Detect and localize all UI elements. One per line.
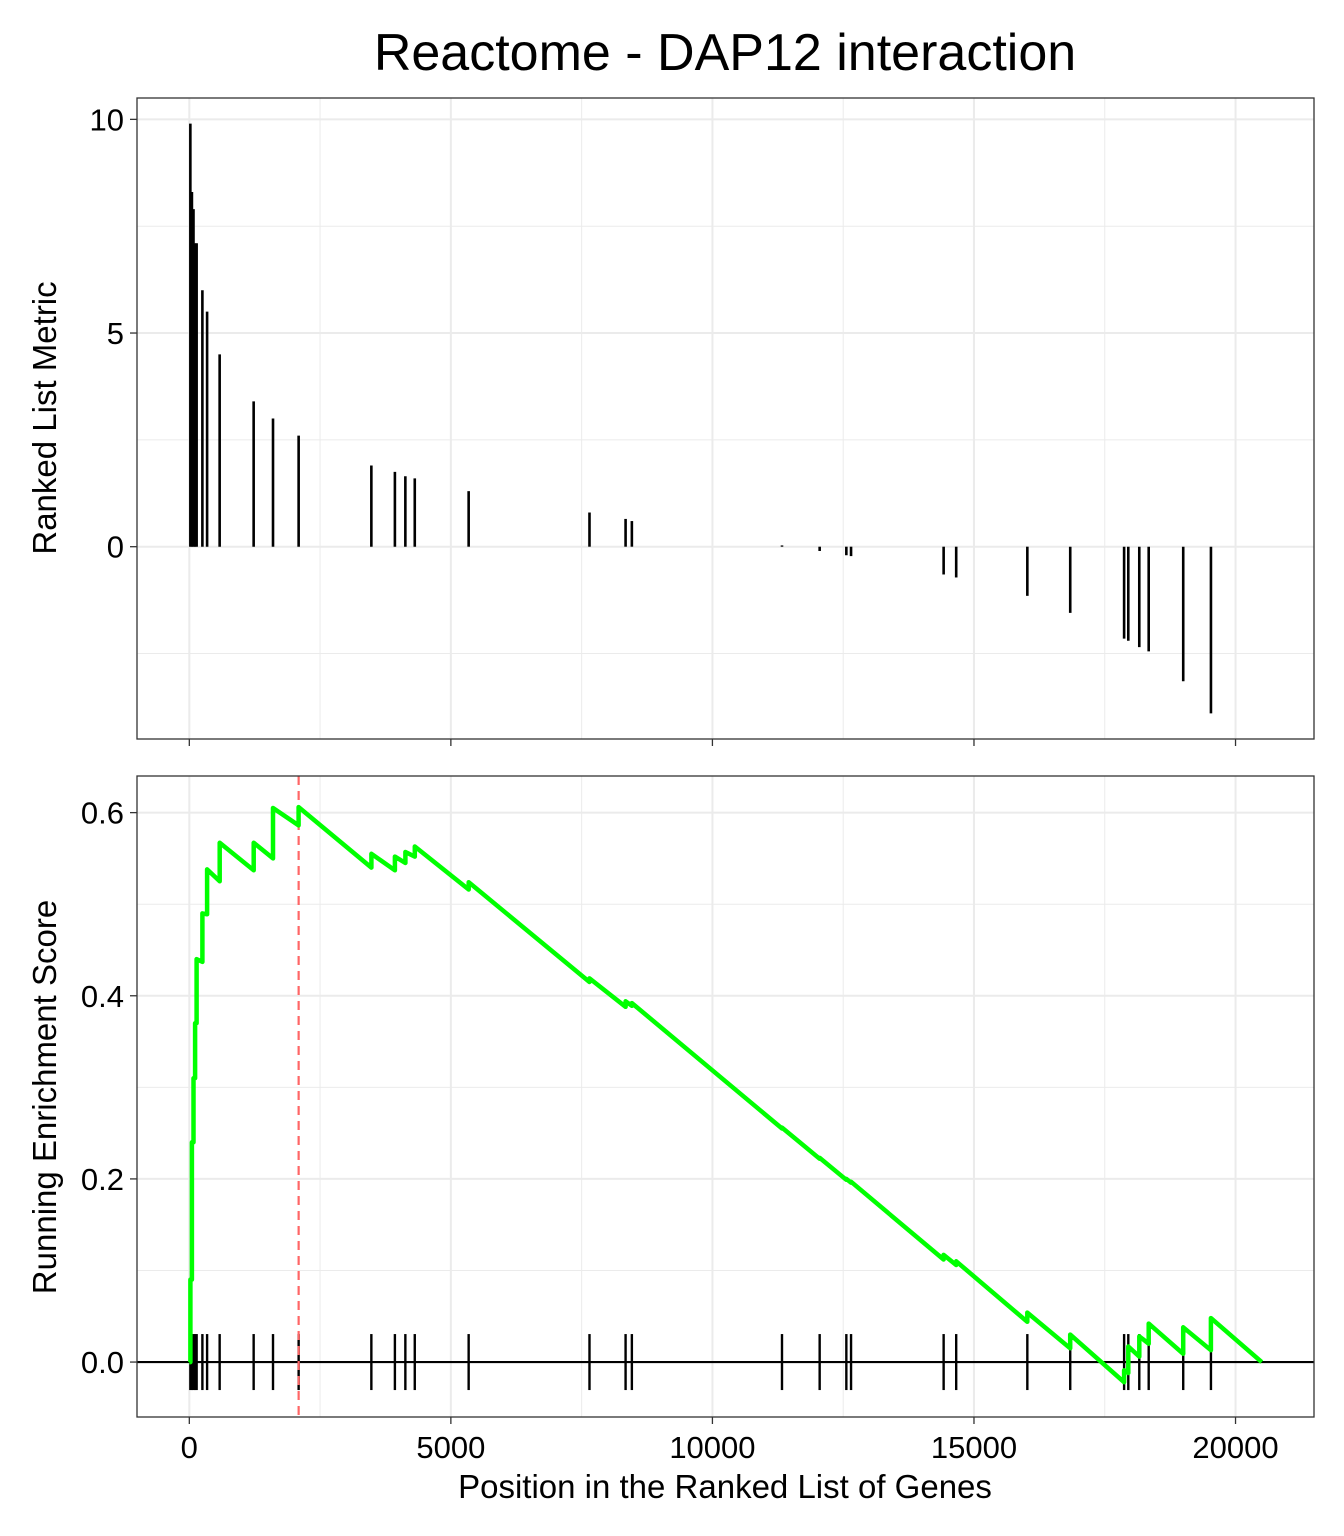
chart-title: Reactome - DAP12 interaction (374, 24, 1076, 82)
running-es-line (188, 804, 1264, 1385)
x-tick-label: 0 (181, 1430, 198, 1465)
y-tick-label: 0.0 (81, 1345, 124, 1380)
y-tick-label: 0.6 (81, 796, 124, 831)
ranked-list-metric-panel: 0 5 10 Ranked List Metric (26, 97, 1315, 746)
panel-background (137, 776, 1314, 1417)
x-tick-label: 15000 (931, 1430, 1017, 1465)
y-axis-label: Ranked List Metric (26, 281, 63, 554)
x-tick-label: 5000 (416, 1430, 485, 1465)
y-tick-label: 10 (90, 102, 124, 137)
y-tick-label: 5 (107, 316, 124, 351)
y-axis: 0 5 10 (90, 102, 1237, 746)
panel-border (136, 97, 1315, 740)
x-axis-label: Position in the Ranked List of Genes (458, 1468, 992, 1505)
y-axis: 0.0 0.2 0.4 0.6 (81, 796, 137, 1380)
x-axis: 0 5000 10000 15000 20000 (181, 1417, 1279, 1465)
panel-border (136, 775, 1315, 1418)
y-tick-label: 0 (107, 530, 124, 565)
bars (189, 123, 1213, 714)
x-tick-label: 10000 (669, 1430, 755, 1465)
panel-background (137, 98, 1314, 739)
y-tick-label: 0.2 (81, 1162, 124, 1197)
running-es-series (188, 804, 1264, 1385)
running-enrichment-score-panel: 0.0 0.2 0.4 0.6 0 5000 10000 15000 20000 Runnin… (26, 775, 1315, 1505)
y-tick-label: 0.4 (81, 979, 124, 1014)
x-tick-label: 20000 (1192, 1430, 1278, 1465)
y-axis-label: Running Enrichment Score (26, 900, 63, 1294)
